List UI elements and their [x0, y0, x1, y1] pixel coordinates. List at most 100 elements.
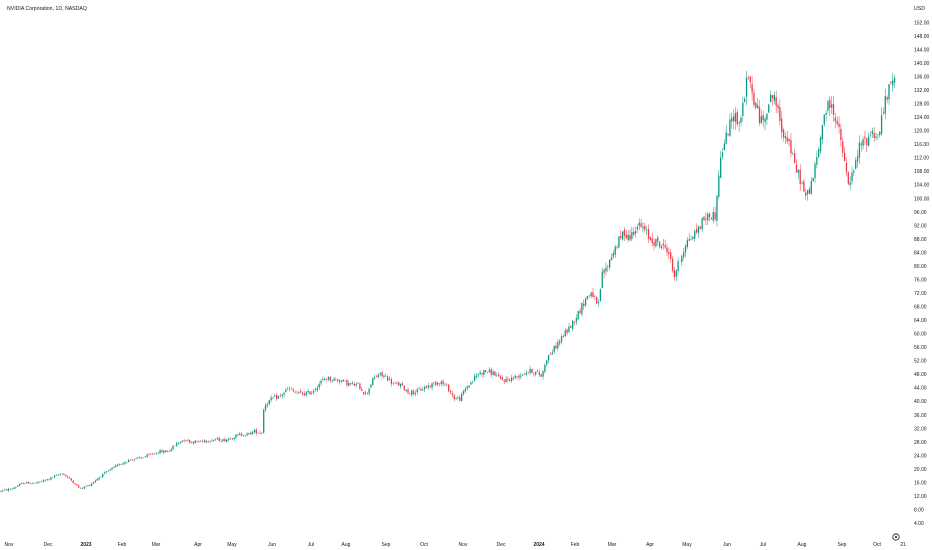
candle-up — [597, 302, 600, 303]
candle-up — [851, 172, 853, 182]
candle-down — [644, 226, 646, 230]
candle-down — [300, 390, 302, 393]
candle-down — [503, 380, 505, 382]
candle-up — [211, 440, 213, 442]
candle-up — [91, 483, 93, 486]
candle-up — [431, 383, 433, 388]
candle-up — [694, 231, 696, 239]
candle-down — [39, 481, 41, 482]
candle-up — [564, 330, 566, 337]
candle-up — [314, 389, 317, 391]
candle-down — [433, 382, 435, 384]
candle-up — [427, 385, 429, 388]
candle-down — [527, 371, 529, 373]
candle-down — [200, 440, 202, 442]
candle-down — [727, 134, 729, 136]
candle-down — [555, 345, 557, 349]
candle-down — [220, 441, 222, 442]
candle-down — [562, 336, 565, 338]
candle-down — [5, 489, 8, 491]
candle-down — [771, 95, 774, 99]
candle-down — [786, 137, 788, 142]
candle-up — [729, 119, 731, 137]
candle-down — [448, 384, 450, 392]
candle-down — [531, 368, 533, 374]
candle-down — [749, 76, 751, 83]
candle-down — [401, 383, 404, 385]
candle-down — [139, 457, 141, 458]
candle-up — [888, 84, 890, 100]
candle-down — [540, 374, 542, 377]
candle-down — [459, 397, 461, 401]
candle-down — [623, 229, 626, 236]
candle-down — [418, 388, 420, 390]
candle-up — [590, 292, 592, 296]
candle-down — [390, 379, 392, 384]
candle-up — [514, 375, 516, 378]
candle-up — [333, 378, 335, 381]
candle-up — [235, 434, 237, 438]
candle-down — [361, 389, 363, 391]
candle-down — [799, 169, 801, 185]
candle-up — [46, 479, 48, 480]
candle-up — [444, 384, 446, 386]
candle-down — [688, 239, 690, 241]
candle-up — [884, 96, 886, 114]
candle-up — [163, 450, 165, 453]
candle-up — [372, 378, 374, 385]
candle-up — [94, 480, 96, 483]
candle-up — [285, 389, 287, 393]
candle-up — [266, 404, 269, 406]
candle-up — [115, 465, 117, 467]
candle-up — [466, 386, 468, 389]
candle-down — [78, 485, 80, 488]
candle-up — [54, 475, 56, 478]
candle-up — [320, 380, 322, 384]
candle-down — [66, 476, 69, 478]
candle-up — [42, 480, 45, 482]
candle-up — [59, 473, 61, 475]
candle-up — [98, 477, 100, 480]
candle-up — [544, 365, 546, 372]
x-tick-label: Aug — [342, 542, 351, 548]
candle-up — [721, 152, 724, 157]
candle-up — [57, 474, 59, 476]
candle-up — [137, 457, 139, 459]
candle-up — [464, 389, 466, 392]
y-tick-label: 104.00 — [914, 183, 930, 189]
candle-up — [483, 369, 485, 375]
candle-down — [344, 380, 346, 381]
candle-down — [150, 453, 152, 455]
candle-down — [250, 432, 252, 435]
candle-up — [612, 253, 614, 257]
candle-up — [166, 451, 169, 453]
settings-icon[interactable] — [892, 533, 900, 541]
candle-down — [218, 437, 220, 441]
candle-up — [355, 384, 357, 386]
candle-down — [74, 483, 76, 485]
candle-up — [214, 439, 217, 440]
candle-up — [283, 392, 285, 395]
candle-up — [457, 397, 459, 398]
candle-down — [620, 236, 622, 238]
candle-up — [712, 212, 714, 221]
x-tick-label: Dec — [44, 542, 53, 548]
candle-up — [455, 398, 457, 399]
candle-down — [375, 376, 378, 377]
candle-down — [703, 216, 705, 221]
candle-up — [810, 181, 812, 194]
candle-up — [226, 439, 228, 443]
candle-up — [819, 137, 822, 152]
candle-up — [529, 368, 531, 373]
candle-up — [424, 387, 426, 390]
candle-up — [222, 439, 224, 441]
candle-up — [364, 392, 367, 394]
candle-up — [877, 134, 879, 136]
candle-up — [547, 355, 550, 361]
candle-up — [559, 341, 561, 344]
candle-up — [823, 114, 825, 125]
candle-down — [407, 389, 409, 393]
candle-up — [194, 440, 196, 443]
y-tick-label: 20.00 — [914, 467, 927, 473]
